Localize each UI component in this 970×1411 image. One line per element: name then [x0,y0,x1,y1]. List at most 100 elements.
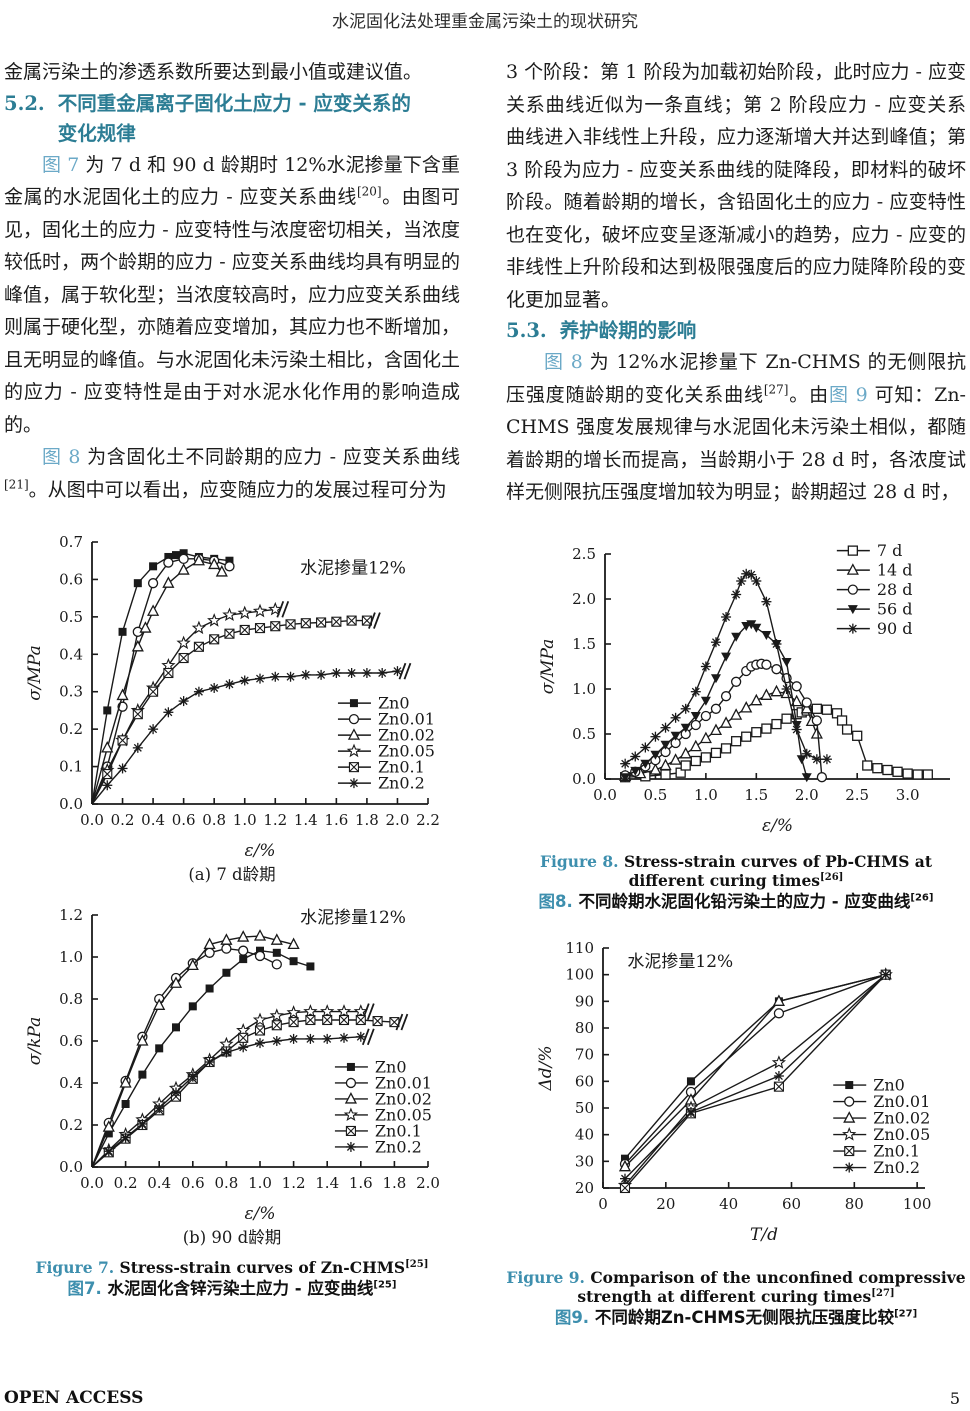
svg-text:0.6: 0.6 [172,811,196,829]
svg-text:1.0: 1.0 [59,948,83,966]
caption-lead: Figure 7. [35,1258,115,1277]
svg-text:Zn0.1: Zn0.1 [375,1121,422,1140]
svg-text:90 d: 90 d [877,619,913,638]
paragraph-fig8-intro: 图 8 为含固化土不同龄期的应力 - 应变关系曲线[21]。从图中可以看出，应变… [4,446,460,501]
svg-text:1.0: 1.0 [248,1174,272,1192]
figure-8: 0.0 0.5 1.0 1.5 2.0 2.5 3.0 0.0 0.5 1.0 1.5 2.0 2.5 ε… [506,524,966,849]
svg-text:0.7: 0.7 [59,533,83,551]
svg-text:0.5: 0.5 [572,725,596,743]
svg-text:σ/MPa: σ/MPa [25,645,45,701]
svg-text:7 d: 7 d [877,541,903,560]
paragraph-fig7-discussion: 图 7 为 7 d 和 90 d 龄期时 12%水泥掺量下含重金属的水泥固化土的… [4,153,461,436]
figure-7a: 0.0 0.2 0.4 0.6 0.8 1.0 1.2 1.4 1.6 1.8 2.0 2.2 0.0 0… [4,522,460,886]
svg-text:Zn0.01: Zn0.01 [378,710,435,729]
svg-text:0.5: 0.5 [644,786,668,804]
left-column: 金属污染土的渗透系数所要达到最小值或建议值。 5.2. 不同重金属离子固化土应力… [4,56,460,1301]
caption-lead: 图9. [554,1307,590,1327]
figure-ref-link[interactable]: 图 9 [828,383,868,406]
svg-text:90: 90 [575,992,594,1010]
svg-text:100: 100 [903,1195,932,1213]
caption-lead: 图7. [67,1279,102,1298]
svg-text:Zn0.01: Zn0.01 [375,1073,432,1092]
svg-text:1.6: 1.6 [349,1174,373,1192]
fig9-ucs-comparison-chart: 0 20 40 60 80 1002030405060708090100110T/dΔd/… [536,939,932,1245]
svg-text:40: 40 [575,1125,594,1143]
svg-text:0.8: 0.8 [214,1174,238,1192]
fig7a-stress-strain-chart: 0.0 0.2 0.4 0.6 0.8 1.0 1.2 1.4 1.6 1.8 2.0 2.2 0.0 0… [25,533,440,861]
svg-text:0.4: 0.4 [59,1074,83,1092]
svg-text:0.2: 0.2 [59,1116,83,1134]
figure-ref-link[interactable]: 图 8 [42,446,81,468]
figure-9-caption-cn: 图9. 不同龄期Zn-CHMS无侧限抗压强度比较[27] [554,1307,918,1327]
svg-text:3.0: 3.0 [896,786,920,804]
svg-text:80: 80 [845,1195,864,1213]
svg-text:14 d: 14 d [877,560,913,579]
svg-text:60: 60 [575,1072,594,1090]
svg-text:1.5: 1.5 [572,635,596,653]
svg-text:ε/%: ε/% [244,1204,275,1224]
figure-8-caption-en: Figure 8. Stress-strain curves of Pb-CHM… [539,851,933,890]
figure-7-caption-cn: 图7. 水泥固化含锌污染土应力 - 应变曲线[25] [67,1279,397,1298]
open-access-label: OPEN ACCESS [4,1388,144,1408]
caption-lead: Figure 8. [539,851,619,871]
svg-text:ε/%: ε/% [244,841,275,861]
figure-ref-link[interactable]: 图 7 [42,153,80,176]
fig7b-stress-strain-chart: 0.0 0.2 0.4 0.6 0.8 1.0 1.2 1.4 1.6 1.8 2.0 0.0 0.2 0… [25,906,440,1224]
svg-text:0.8: 0.8 [59,990,83,1008]
svg-text:0.0: 0.0 [80,811,104,829]
svg-text:1.8: 1.8 [382,1174,406,1192]
paragraph-three-stages: 3 个阶段：第 1 阶段为加载初始阶段，此时应力 - 应变关系曲线近似为一条直线… [506,61,966,311]
svg-text:Zn0: Zn0 [873,1075,905,1094]
svg-text:1.2: 1.2 [59,906,83,924]
svg-text:0.2: 0.2 [114,1174,138,1192]
svg-text:2.0: 2.0 [795,786,819,804]
svg-text:Zn0.02: Zn0.02 [873,1108,930,1127]
svg-text:σ/MPa: σ/MPa [538,638,558,694]
svg-text:1.2: 1.2 [282,1174,306,1192]
figure-ref-link[interactable]: 图 8 [544,351,583,373]
right-column: 3 个阶段：第 1 阶段为加载初始阶段，此时应力 - 应变关系曲线近似为一条直线… [506,56,966,1330]
svg-text:Zn0.05: Zn0.05 [873,1125,930,1144]
svg-text:水泥掺量12%: 水泥掺量12% [300,558,406,578]
svg-text:0.2: 0.2 [111,811,135,829]
figure-8-caption-cn: 图8. 不同龄期水泥固化铅污染土的应力 - 应变曲线[26] [538,891,934,911]
svg-text:50: 50 [575,1099,594,1117]
svg-text:40: 40 [719,1195,738,1213]
section-number: 5.2. [4,91,45,115]
svg-text:ε/%: ε/% [762,816,793,836]
svg-text:Zn0.1: Zn0.1 [873,1141,920,1160]
section-heading-5-2: 5.2. 不同重金属离子固化土应力 - 应变关系的变化规律 [4,89,460,149]
section-title: 不同重金属离子固化土应力 - 应变关系的变化规律 [57,91,411,145]
svg-text:0.0: 0.0 [59,795,83,813]
svg-text:Zn0.2: Zn0.2 [873,1158,920,1177]
svg-text:水泥掺量12%: 水泥掺量12% [627,952,733,972]
figure-8-caption: Figure 8. Stress-strain curves of Pb-CHM… [506,852,966,914]
svg-text:Zn0.05: Zn0.05 [375,1105,432,1124]
caption-lead: 图8. [538,891,573,911]
svg-text:0: 0 [598,1195,608,1213]
svg-text:0.8: 0.8 [202,811,226,829]
svg-text:2.5: 2.5 [845,786,869,804]
figure-9-caption: Figure 9. Comparison of the unconfined c… [506,1268,966,1330]
svg-text:Zn0: Zn0 [378,694,410,713]
svg-text:100: 100 [565,965,594,983]
page-header-title: 水泥固化法处理重金属污染土的现状研究 [332,12,638,32]
svg-text:0.6: 0.6 [59,570,83,588]
svg-text:0.4: 0.4 [59,645,83,663]
svg-text:80: 80 [575,1019,594,1037]
fig8-pb-chms-chart: 0.0 0.5 1.0 1.5 2.0 2.5 3.0 0.0 0.5 1.0 1.5 2.0 2.5 ε… [538,541,950,836]
svg-text:0.0: 0.0 [572,770,596,788]
svg-text:Zn0.2: Zn0.2 [375,1137,422,1156]
section-number: 5.3. [506,319,547,342]
svg-text:2.0: 2.0 [572,590,596,608]
figure-7b: 0.0 0.2 0.4 0.6 0.8 1.0 1.2 1.4 1.6 1.8 2.0 0.0 0.2 0… [4,895,460,1249]
svg-text:28 d: 28 d [877,580,913,599]
svg-text:1.4: 1.4 [294,811,318,829]
fig7a-subcaption: (a) 7 d龄期 [188,865,276,884]
fig7b-subcaption: (b) 90 d龄期 [182,1228,282,1247]
svg-text:1.4: 1.4 [315,1174,339,1192]
svg-text:20: 20 [656,1195,675,1213]
svg-text:70: 70 [575,1045,594,1063]
figure-7-caption: Figure 7. Stress-strain curves of Zn-CHM… [4,1258,460,1301]
paragraph-continuation: 金属污染土的渗透系数所要达到最小值或建议值。 [4,61,423,83]
